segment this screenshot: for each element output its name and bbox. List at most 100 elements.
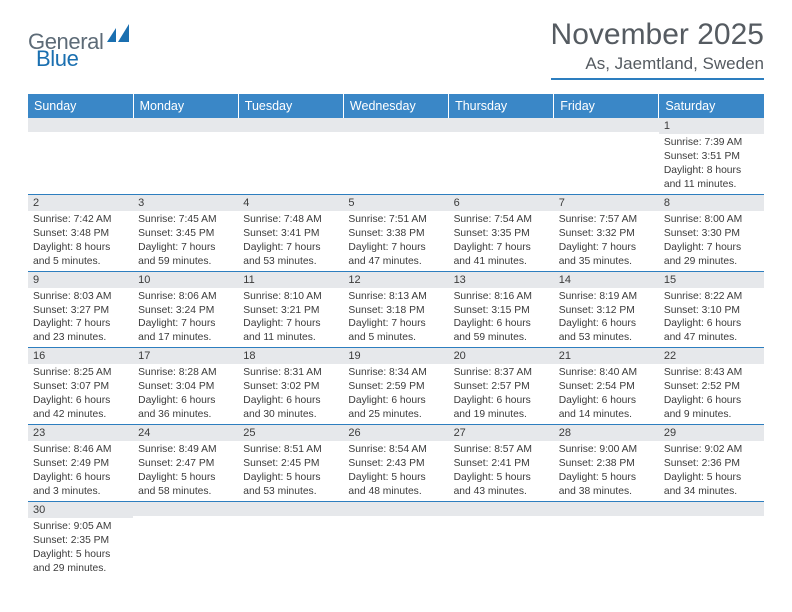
day-content: Sunrise: 8:28 AMSunset: 3:04 PMDaylight:… [133, 364, 238, 424]
sunrise-text: Sunrise: 8:43 AM [664, 366, 759, 380]
day-number: 6 [449, 195, 554, 211]
calendar-cell: 1Sunrise: 7:39 AMSunset: 3:51 PMDaylight… [659, 118, 764, 194]
day-content: Sunrise: 7:42 AMSunset: 3:48 PMDaylight:… [28, 211, 133, 271]
sunset-text: Sunset: 2:41 PM [454, 457, 549, 471]
calendar-cell: 13Sunrise: 8:16 AMSunset: 3:15 PMDayligh… [449, 271, 554, 348]
calendar-week: 30Sunrise: 9:05 AMSunset: 2:35 PMDayligh… [28, 501, 764, 577]
sunrise-text: Sunrise: 8:25 AM [33, 366, 128, 380]
day-content [133, 132, 238, 182]
daylight-text: Daylight: 7 hours and 35 minutes. [559, 241, 654, 269]
calendar-cell [133, 501, 238, 577]
calendar-cell: 22Sunrise: 8:43 AMSunset: 2:52 PMDayligh… [659, 348, 764, 425]
daylight-text: Daylight: 6 hours and 9 minutes. [664, 394, 759, 422]
day-number: 1 [659, 118, 764, 134]
day-content: Sunrise: 8:16 AMSunset: 3:15 PMDaylight:… [449, 288, 554, 348]
calendar-cell [449, 118, 554, 194]
calendar-week: 23Sunrise: 8:46 AMSunset: 2:49 PMDayligh… [28, 425, 764, 502]
day-number: 21 [554, 348, 659, 364]
calendar-cell [554, 118, 659, 194]
sunset-text: Sunset: 3:45 PM [138, 227, 233, 241]
day-content: Sunrise: 8:43 AMSunset: 2:52 PMDaylight:… [659, 364, 764, 424]
calendar-cell: 26Sunrise: 8:54 AMSunset: 2:43 PMDayligh… [343, 425, 448, 502]
sunrise-text: Sunrise: 7:45 AM [138, 213, 233, 227]
day-number [133, 118, 238, 132]
sunrise-text: Sunrise: 7:48 AM [243, 213, 338, 227]
sunrise-text: Sunrise: 8:16 AM [454, 290, 549, 304]
sunset-text: Sunset: 3:48 PM [33, 227, 128, 241]
day-content: Sunrise: 8:06 AMSunset: 3:24 PMDaylight:… [133, 288, 238, 348]
day-number [554, 118, 659, 132]
sunrise-text: Sunrise: 8:19 AM [559, 290, 654, 304]
sunset-text: Sunset: 3:30 PM [664, 227, 759, 241]
daylight-text: Daylight: 6 hours and 59 minutes. [454, 317, 549, 345]
day-content: Sunrise: 8:40 AMSunset: 2:54 PMDaylight:… [554, 364, 659, 424]
day-number [343, 118, 448, 132]
day-content [449, 516, 554, 566]
daylight-text: Daylight: 5 hours and 53 minutes. [243, 471, 338, 499]
month-title: November 2025 [551, 18, 764, 52]
day-number: 16 [28, 348, 133, 364]
day-number [343, 502, 448, 516]
day-content: Sunrise: 8:25 AMSunset: 3:07 PMDaylight:… [28, 364, 133, 424]
daylight-text: Daylight: 8 hours and 11 minutes. [664, 164, 759, 192]
sunrise-text: Sunrise: 8:51 AM [243, 443, 338, 457]
daylight-text: Daylight: 5 hours and 58 minutes. [138, 471, 233, 499]
sunrise-text: Sunrise: 7:42 AM [33, 213, 128, 227]
sunset-text: Sunset: 3:35 PM [454, 227, 549, 241]
daylight-text: Daylight: 6 hours and 47 minutes. [664, 317, 759, 345]
sunset-text: Sunset: 3:04 PM [138, 380, 233, 394]
sunrise-text: Sunrise: 9:02 AM [664, 443, 759, 457]
sunset-text: Sunset: 3:02 PM [243, 380, 338, 394]
logo-text-blue: Blue [36, 46, 78, 71]
calendar-cell: 29Sunrise: 9:02 AMSunset: 2:36 PMDayligh… [659, 425, 764, 502]
calendar-cell: 27Sunrise: 8:57 AMSunset: 2:41 PMDayligh… [449, 425, 554, 502]
sunrise-text: Sunrise: 8:00 AM [664, 213, 759, 227]
sunset-text: Sunset: 2:59 PM [348, 380, 443, 394]
daylight-text: Daylight: 5 hours and 48 minutes. [348, 471, 443, 499]
sunset-text: Sunset: 3:41 PM [243, 227, 338, 241]
daylight-text: Daylight: 7 hours and 41 minutes. [454, 241, 549, 269]
day-number: 30 [28, 502, 133, 518]
daylight-text: Daylight: 8 hours and 5 minutes. [33, 241, 128, 269]
daylight-text: Daylight: 7 hours and 17 minutes. [138, 317, 233, 345]
daylight-text: Daylight: 7 hours and 53 minutes. [243, 241, 338, 269]
sail-icon [107, 24, 135, 47]
day-number: 23 [28, 425, 133, 441]
day-content: Sunrise: 7:57 AMSunset: 3:32 PMDaylight:… [554, 211, 659, 271]
sunrise-text: Sunrise: 8:49 AM [138, 443, 233, 457]
daylight-text: Daylight: 6 hours and 53 minutes. [559, 317, 654, 345]
daylight-text: Daylight: 5 hours and 29 minutes. [33, 548, 128, 576]
day-number: 22 [659, 348, 764, 364]
daylight-text: Daylight: 7 hours and 11 minutes. [243, 317, 338, 345]
day-content: Sunrise: 8:57 AMSunset: 2:41 PMDaylight:… [449, 441, 554, 501]
daylight-text: Daylight: 6 hours and 42 minutes. [33, 394, 128, 422]
daylight-text: Daylight: 7 hours and 47 minutes. [348, 241, 443, 269]
calendar-cell: 18Sunrise: 8:31 AMSunset: 3:02 PMDayligh… [238, 348, 343, 425]
day-content: Sunrise: 8:54 AMSunset: 2:43 PMDaylight:… [343, 441, 448, 501]
calendar-cell: 23Sunrise: 8:46 AMSunset: 2:49 PMDayligh… [28, 425, 133, 502]
sunset-text: Sunset: 2:43 PM [348, 457, 443, 471]
day-header: Wednesday [343, 94, 448, 118]
calendar-cell: 4Sunrise: 7:48 AMSunset: 3:41 PMDaylight… [238, 194, 343, 271]
day-number: 28 [554, 425, 659, 441]
sunset-text: Sunset: 3:12 PM [559, 304, 654, 318]
calendar-cell [343, 118, 448, 194]
day-content: Sunrise: 8:51 AMSunset: 2:45 PMDaylight:… [238, 441, 343, 501]
sunset-text: Sunset: 3:32 PM [559, 227, 654, 241]
day-number: 15 [659, 272, 764, 288]
daylight-text: Daylight: 6 hours and 19 minutes. [454, 394, 549, 422]
calendar-cell [238, 118, 343, 194]
day-number: 18 [238, 348, 343, 364]
day-content: Sunrise: 8:46 AMSunset: 2:49 PMDaylight:… [28, 441, 133, 501]
sunrise-text: Sunrise: 9:00 AM [559, 443, 654, 457]
day-number [659, 502, 764, 516]
day-content: Sunrise: 8:19 AMSunset: 3:12 PMDaylight:… [554, 288, 659, 348]
day-content [28, 132, 133, 182]
day-header: Saturday [659, 94, 764, 118]
day-content [238, 516, 343, 566]
logo-sub: Blue [36, 46, 78, 72]
sunset-text: Sunset: 3:15 PM [454, 304, 549, 318]
day-number: 14 [554, 272, 659, 288]
calendar-week: 2Sunrise: 7:42 AMSunset: 3:48 PMDaylight… [28, 194, 764, 271]
calendar-cell: 5Sunrise: 7:51 AMSunset: 3:38 PMDaylight… [343, 194, 448, 271]
